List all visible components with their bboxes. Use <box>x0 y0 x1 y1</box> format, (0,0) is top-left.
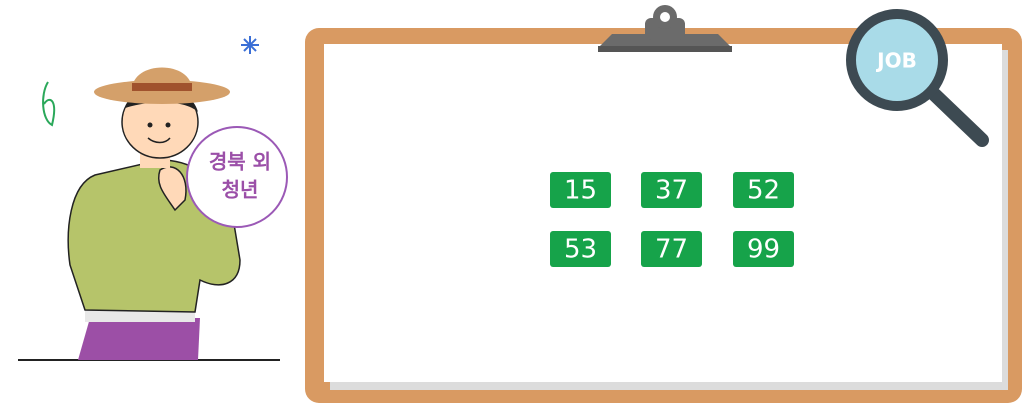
eye <box>148 123 153 128</box>
clip-hole <box>660 12 670 22</box>
squiggle <box>43 82 54 125</box>
badge-line: 경북 외 <box>209 150 271 174</box>
clip-edge <box>598 46 732 52</box>
number-label: 77 <box>655 235 688 265</box>
number-label: 53 <box>564 235 597 265</box>
pants <box>78 318 200 360</box>
number-label: 99 <box>747 235 780 265</box>
eye <box>166 123 171 128</box>
badge-line: 청년 <box>222 178 259 202</box>
magnifier-label: JOB <box>875 49 917 73</box>
scene: JOB 15 37 52 53 77 99 경북 외 청년 <box>0 0 1033 403</box>
number-label: 15 <box>564 176 597 206</box>
sparkle <box>241 36 259 54</box>
number-label: 37 <box>655 176 688 206</box>
number-label: 52 <box>747 176 780 206</box>
hat-band <box>132 83 192 91</box>
